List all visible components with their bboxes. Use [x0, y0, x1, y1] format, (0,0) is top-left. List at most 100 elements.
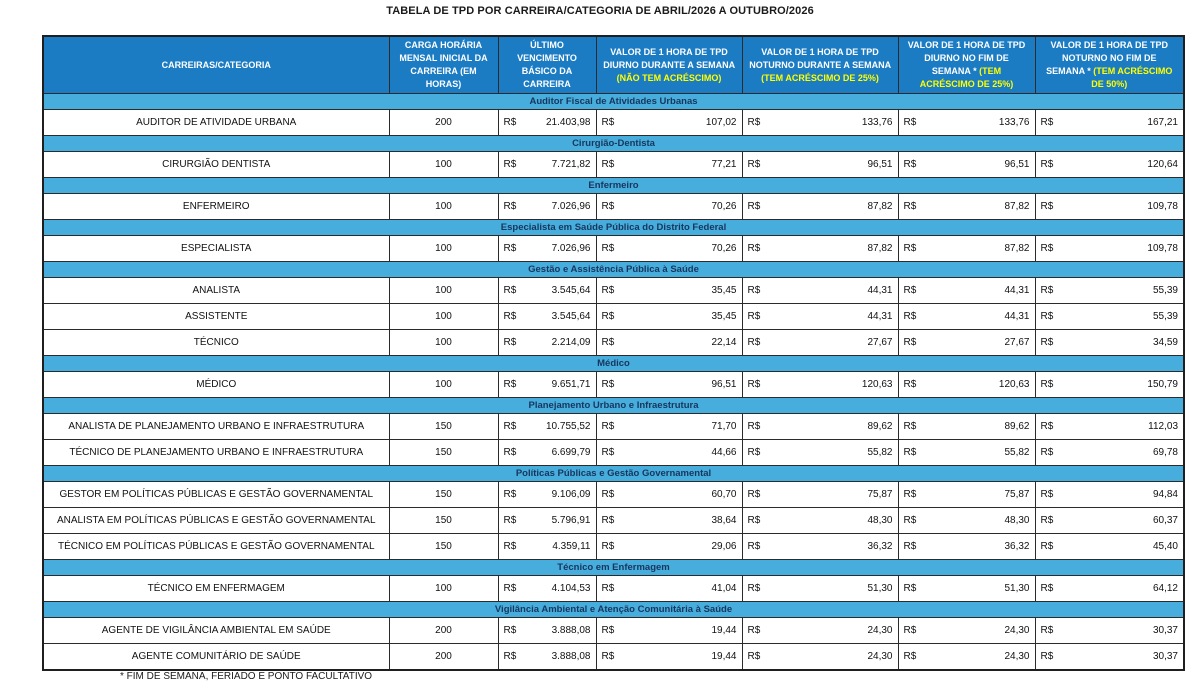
money-cell: R$ 3.888,08 — [497, 643, 597, 671]
money-cell: R$ 21.403,98 — [497, 109, 597, 137]
money-value: 7.721,82 — [551, 159, 591, 171]
money-value: 96,51 — [867, 159, 893, 171]
money-wrap: R$ 36,32 — [899, 541, 1035, 552]
money-cell: R$ 38,64 — [595, 507, 743, 535]
currency-label: R$ — [747, 117, 761, 129]
money-value: 36,32 — [867, 541, 893, 553]
currency-label: R$ — [1040, 117, 1054, 129]
money-wrap: R$ 133,76 — [743, 117, 898, 128]
currency-label: R$ — [601, 379, 615, 391]
money-cell: R$ 109,78 — [1034, 193, 1185, 221]
money-cell: R$ 150,79 — [1034, 371, 1185, 399]
money-wrap: R$ 75,87 — [743, 489, 898, 500]
career-cell: TÉCNICO EM POLÍTICAS PÚBLICAS E GESTÃO G… — [42, 533, 390, 561]
money-cell: R$ 75,87 — [741, 481, 899, 509]
money-value: 69,78 — [1152, 447, 1178, 459]
currency-label: R$ — [747, 541, 761, 553]
money-wrap: R$ 30,37 — [1036, 625, 1184, 636]
money-wrap: R$ 21.403,98 — [499, 117, 596, 128]
money-cell: R$ 3.545,64 — [497, 303, 597, 331]
section-row: Enfermeiro — [42, 177, 1185, 195]
currency-label: R$ — [903, 379, 917, 391]
currency-label: R$ — [903, 311, 917, 323]
money-value: 167,21 — [1147, 117, 1178, 129]
money-cell: R$ 64,12 — [1034, 575, 1185, 603]
currency-label: R$ — [747, 159, 761, 171]
money-wrap: R$ 27,67 — [899, 337, 1035, 348]
money-value: 35,45 — [711, 311, 737, 323]
money-wrap: R$ 167,21 — [1036, 117, 1184, 128]
money-cell: R$ 24,30 — [741, 617, 899, 645]
currency-label: R$ — [601, 311, 615, 323]
career-cell: TÉCNICO — [42, 329, 390, 357]
currency-label: R$ — [503, 243, 517, 255]
money-value: 48,30 — [867, 515, 893, 527]
money-value: 7.026,96 — [551, 201, 591, 213]
money-value: 96,51 — [1004, 159, 1030, 171]
money-wrap: R$ 3.545,64 — [499, 285, 596, 296]
currency-label: R$ — [1040, 447, 1054, 459]
money-wrap: R$ 38,64 — [597, 515, 742, 526]
money-value: 34,59 — [1152, 337, 1178, 349]
table-row: AUDITOR DE ATIVIDADE URBANA 200 R$ 21.403,9… — [42, 109, 1185, 137]
currency-label: R$ — [601, 541, 615, 553]
currency-label: R$ — [601, 421, 615, 433]
money-value: 60,70 — [711, 489, 737, 501]
table-row: ANALISTA 100 R$ 3.545,64 R$ 35,45 R$ 44,31 R$ 44,… — [42, 277, 1185, 305]
money-value: 60,37 — [1152, 515, 1178, 527]
column-header-1: CARGA HORÁRIA MENSAL INICIAL DA CARREIRA… — [388, 35, 499, 95]
money-wrap: R$ 22,14 — [597, 337, 742, 348]
money-cell: R$ 4.359,11 — [497, 533, 597, 561]
section-row: Políticas Públicas e Gestão Governamenta… — [42, 465, 1185, 483]
money-cell: R$ 9.106,09 — [497, 481, 597, 509]
currency-label: R$ — [503, 285, 517, 297]
money-cell: R$ 10.755,52 — [497, 413, 597, 441]
currency-label: R$ — [601, 285, 615, 297]
column-header-5: VALOR DE 1 HORA DE TPD DIURNO NO FIM DE … — [897, 35, 1036, 95]
money-value: 112,03 — [1148, 421, 1178, 433]
money-cell: R$ 2.214,09 — [497, 329, 597, 357]
money-cell: R$ 5.796,91 — [497, 507, 597, 535]
money-value: 120,64 — [1147, 159, 1178, 171]
money-value: 75,87 — [1004, 489, 1030, 501]
hours-cell: 200 — [388, 643, 499, 671]
money-wrap: R$ 87,82 — [899, 201, 1035, 212]
currency-label: R$ — [903, 201, 917, 213]
hours-cell: 150 — [388, 439, 499, 467]
money-wrap: R$ 27,67 — [743, 337, 898, 348]
money-value: 55,82 — [867, 447, 893, 459]
money-value: 19,44 — [711, 650, 737, 662]
money-wrap: R$ 55,39 — [1036, 285, 1184, 296]
money-value: 29,06 — [711, 541, 737, 553]
money-wrap: R$ 87,82 — [899, 243, 1035, 254]
money-cell: R$ 96,51 — [741, 151, 899, 179]
money-wrap: R$ 89,62 — [899, 421, 1035, 432]
hours-cell: 150 — [388, 533, 499, 561]
career-cell: ENFERMEIRO — [42, 193, 390, 221]
money-value: 35,45 — [711, 285, 737, 297]
money-cell: R$ 7.026,96 — [497, 235, 597, 263]
table-row: TÉCNICO EM ENFERMAGEM 100 R$ 4.104,53 R$ 41,0… — [42, 575, 1185, 603]
currency-label: R$ — [1040, 489, 1054, 501]
money-wrap: R$ 60,37 — [1036, 515, 1184, 526]
money-wrap: R$ 24,30 — [743, 651, 898, 662]
table-row: TÉCNICO 100 R$ 2.214,09 R$ 22,14 R$ 27,67 R$ 27,6… — [42, 329, 1185, 357]
hours-cell: 150 — [388, 507, 499, 535]
currency-label: R$ — [1040, 311, 1054, 323]
currency-label: R$ — [601, 489, 615, 501]
currency-label: R$ — [747, 625, 761, 637]
money-cell: R$ 75,87 — [897, 481, 1036, 509]
money-cell: R$ 112,03 — [1034, 413, 1185, 441]
column-header-note: (TEM ACRÉSCIMO DE 25%) — [761, 72, 879, 83]
section-header: Vigilância Ambiental e Atenção Comunitár… — [42, 601, 1185, 619]
money-value: 89,62 — [867, 421, 893, 433]
money-wrap: R$ 71,70 — [597, 421, 742, 432]
money-cell: R$ 19,44 — [595, 643, 743, 671]
money-cell: R$ 34,59 — [1034, 329, 1185, 357]
tpd-table: CARREIRAS/CATEGORIA CARGA HORÁRIA MENSAL … — [42, 35, 1185, 671]
money-wrap: R$ 4.359,11 — [499, 541, 596, 552]
money-value: 3.888,08 — [551, 650, 591, 662]
money-cell: R$ 87,82 — [897, 235, 1036, 263]
currency-label: R$ — [503, 421, 517, 433]
money-wrap: R$ 19,44 — [597, 625, 742, 636]
